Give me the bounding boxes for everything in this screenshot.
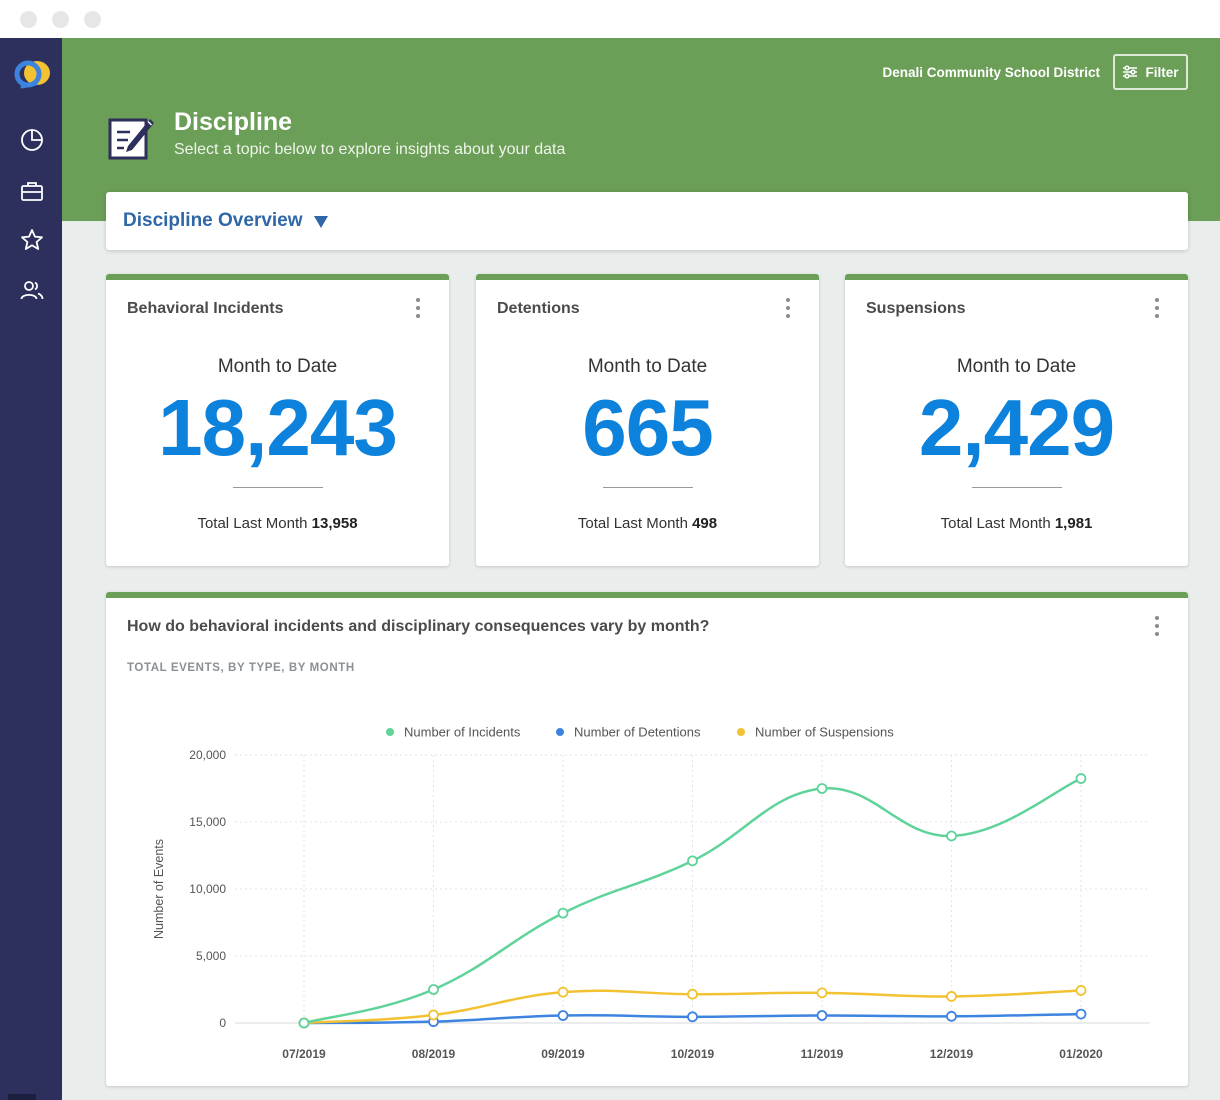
y-tick-label: 10,000 [189,882,226,896]
legend-label: Number of Incidents [404,725,521,740]
legend-label: Number of Detentions [574,725,701,740]
page-title: Discipline [174,108,293,136]
chart-title: How do behavioral incidents and discipli… [127,618,710,635]
y-tick-label: 0 [219,1016,226,1030]
users-icon[interactable] [18,276,46,304]
district-name: Denali Community School District [882,65,1100,80]
data-point [1075,1008,1087,1020]
footer-label: Total Last Month [577,515,688,532]
y-tick-label: 20,000 [189,748,226,762]
data-point [428,1009,439,1021]
footer-value: 13,958 [311,515,358,532]
detentions-card: Detentions Month to Date 665 Total Last … [476,274,819,566]
legend-marker [556,728,564,736]
page-subtitle: Select a topic below to explore insights… [174,141,566,158]
filter-label: Filter [1145,64,1179,80]
data-point [687,988,698,1000]
legend-label: Number of Suspensions [755,725,894,740]
pie-chart-icon[interactable] [18,126,46,154]
window-titlebar [0,0,1220,38]
data-point [946,830,957,842]
footer-value: 1,981 [1054,515,1093,532]
x-tick-label: 01/2020 [1059,1047,1103,1061]
more-options-icon[interactable] [1154,298,1160,318]
y-tick-label: 15,000 [189,815,226,829]
footer-value: 498 [692,515,718,532]
header-banner: Denali Community School District Filter … [62,38,1220,221]
more-options-icon[interactable] [1154,616,1160,636]
overview-label: Discipline Overview [123,210,303,231]
suspensions-card: Suspensions Month to Date 2,429 Total La… [845,274,1188,566]
card-footer: Total Last Month 1,981 [845,515,1188,532]
data-point [687,1011,698,1023]
legend-marker [386,728,394,736]
data-point [1075,773,1087,784]
x-tick-label: 07/2019 [282,1047,326,1061]
card-title: Detentions [497,300,580,317]
y-axis-label: Number of Events [152,839,166,939]
card-period: Month to Date [587,356,708,377]
data-point [428,984,439,995]
caret-down-icon [313,216,328,228]
data-point [557,986,569,998]
card-divider [602,487,693,488]
card-period: Month to Date [217,356,338,377]
x-tick-label: 11/2019 [801,1047,844,1061]
data-point [946,991,957,1002]
card-title: Suspensions [866,300,966,317]
data-point [687,855,698,867]
sidebar [0,38,62,1100]
data-point [298,1017,310,1029]
x-tick-label: 09/2019 [541,1047,585,1061]
sliders-icon [1123,65,1138,79]
x-tick-label: 10/2019 [671,1047,715,1061]
data-point [816,783,828,794]
data-point [816,1010,828,1021]
footer-label: Total Last Month [940,515,1051,532]
x-tick-label: 12/2019 [930,1047,974,1061]
card-value: 665 [582,383,713,472]
card-divider [232,487,323,488]
data-point [816,987,828,999]
more-options-icon[interactable] [415,298,421,318]
window-minimize-button[interactable] [52,11,69,28]
card-value: 2,429 [918,383,1115,472]
card-title: Behavioral Incidents [127,300,284,317]
y-tick-label: 5,000 [196,949,226,963]
card-footer: Total Last Month 13,958 [106,515,449,532]
filter-button[interactable]: Filter [1113,54,1188,90]
discipline-overview-dropdown[interactable]: Discipline Overview [106,192,1188,250]
sidebar-footer-bar [8,1094,36,1100]
card-divider [971,487,1062,488]
window-maximize-button[interactable] [84,11,101,28]
monthly-events-chart-card: How do behavioral incidents and discipli… [106,592,1188,1086]
briefcase-icon[interactable] [18,177,46,205]
card-value: 18,243 [158,383,398,472]
more-options-icon[interactable] [785,298,791,318]
x-tick-label: 08/2019 [412,1047,456,1061]
card-period: Month to Date [956,356,1077,377]
footer-label: Total Last Month [197,515,308,532]
line-chart: 0 5,000 10,000 15,000 20,000 07/2019 08/2019 09… [152,725,1150,1061]
data-point [1075,985,1087,996]
star-icon[interactable] [18,226,46,254]
chart-subtitle: TOTAL EVENTS, BY TYPE, BY MONTH [127,662,355,674]
behavioral-incidents-card: Behavioral Incidents Month to Date 18,24… [106,274,449,566]
logo-icon[interactable] [10,58,54,94]
data-point [557,1010,569,1021]
window-close-button[interactable] [20,11,37,28]
card-footer: Total Last Month 498 [476,515,819,532]
legend-marker [737,728,745,736]
discipline-notepad-icon [108,113,156,163]
data-point [946,1010,957,1022]
data-point [557,907,569,919]
